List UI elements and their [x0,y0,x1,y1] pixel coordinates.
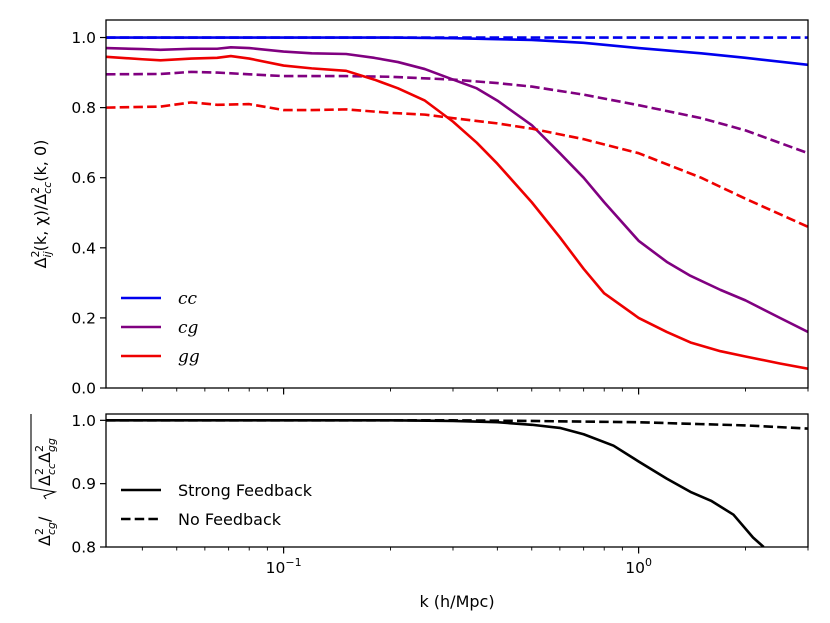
y-tick-label: 0.6 [71,169,96,187]
legend-label: cg [178,318,199,338]
x-tick-label: 100 [625,556,652,577]
bottom-panel: 0.8 0.9 1.0 10−1 100 Δ2cg/Δ2ccΔ2gg k (h/Mpc) St… [30,412,809,611]
plot-frame [105,413,809,548]
legend-label: Strong Feedback [178,481,313,500]
series-line-no-feedback-dashed [106,419,808,430]
y-tick-label: 0.9 [71,475,96,493]
legend-label: No Feedback [178,510,282,529]
series-line-cc-solid [106,36,808,67]
legend: Strong Feedback No Feedback [121,481,313,529]
y-tick-label: 0.8 [71,539,96,557]
top-panel: 0.0 0.2 0.4 0.6 0.8 1.0 Δ2ij(k, χ)/Δ2cc(k, 0) c… [29,19,809,398]
y-tick-label: 0.4 [71,239,96,257]
y-axis-title-top: Δ2ij(k, χ)/Δ2cc(k, 0) [29,140,54,269]
y-axis-title-bottom-numerator: Δ2cg/ [33,516,58,546]
x-tick-label: 10−1 [266,556,302,577]
y-tick-label: 1.0 [71,412,96,430]
y-tick-label: 0.8 [71,99,96,117]
series-line-gg-dashed [106,101,808,228]
series-line-gg-solid [106,54,808,370]
series-line-cg-solid [106,46,808,334]
y-tick-label: 0.0 [71,380,96,398]
series-group [106,36,808,370]
legend: cc cg gg [121,289,200,367]
x-axis-title: k (h/Mpc) [419,592,494,611]
plot-frame [105,19,809,389]
series-line-cg-dashed [106,70,808,155]
series-group [106,419,808,547]
legend-label: gg [178,347,200,367]
legend-label: cc [178,289,198,309]
sqrt-sign [30,414,58,500]
y-tick-label: 0.2 [71,309,96,327]
y-tick-label: 1.0 [71,29,96,47]
y-axis-title-bottom: Δ2cg/Δ2ccΔ2gg [30,414,58,546]
y-axis-title-bottom-denominator: Δ2ccΔ2gg [33,438,58,486]
